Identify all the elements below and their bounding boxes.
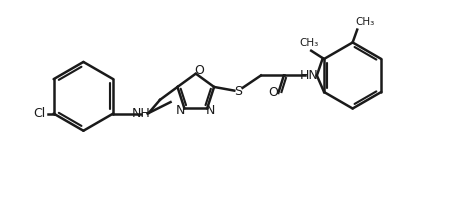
- Text: O: O: [194, 64, 204, 77]
- Text: CH₃: CH₃: [299, 38, 319, 48]
- Text: CH₃: CH₃: [356, 17, 375, 27]
- Text: O: O: [268, 86, 278, 99]
- Text: N: N: [176, 104, 186, 117]
- Text: Cl: Cl: [33, 107, 46, 120]
- Text: S: S: [234, 85, 242, 98]
- Text: N: N: [206, 104, 215, 117]
- Text: HN: HN: [299, 69, 319, 82]
- Text: NH: NH: [131, 107, 150, 120]
